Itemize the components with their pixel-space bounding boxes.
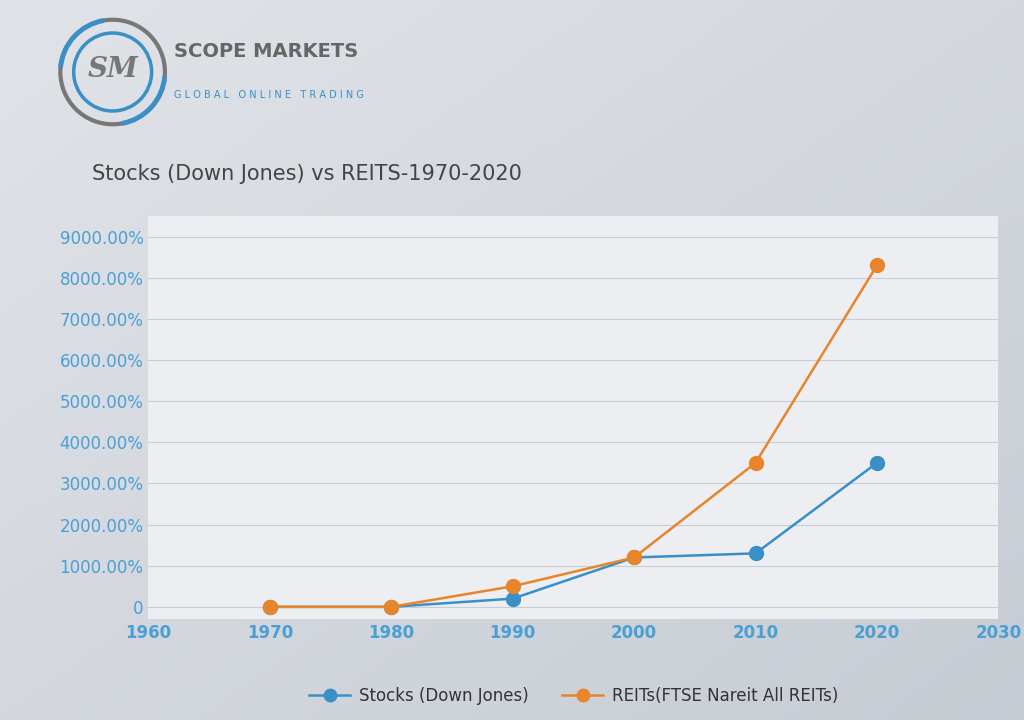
Stocks (Down Jones): [750, 549, 762, 558]
Stocks (Down Jones): [507, 594, 519, 603]
Text: G L O B A L   O N L I N E   T R A D I N G: G L O B A L O N L I N E T R A D I N G: [174, 90, 364, 100]
Stocks (Down Jones): [628, 553, 640, 562]
REITs(FTSE Nareit All REITs): [628, 553, 640, 562]
REITs(FTSE Nareit All REITs): [870, 261, 883, 270]
Legend: Stocks (Down Jones), REITs(FTSE Nareit All REITs): Stocks (Down Jones), REITs(FTSE Nareit A…: [302, 680, 845, 711]
REITs(FTSE Nareit All REITs): [507, 582, 519, 590]
Stocks (Down Jones): [385, 603, 397, 611]
Text: Stocks (Down Jones) vs REITS-1970-2020: Stocks (Down Jones) vs REITS-1970-2020: [92, 163, 522, 184]
REITs(FTSE Nareit All REITs): [385, 603, 397, 611]
REITs(FTSE Nareit All REITs): [750, 459, 762, 467]
Text: SM: SM: [87, 56, 138, 84]
REITs(FTSE Nareit All REITs): [264, 603, 276, 611]
Stocks (Down Jones): [870, 459, 883, 467]
Stocks (Down Jones): [264, 603, 276, 611]
Text: SCOPE MARKETS: SCOPE MARKETS: [174, 42, 358, 60]
Line: Stocks (Down Jones): Stocks (Down Jones): [263, 456, 884, 614]
Line: REITs(FTSE Nareit All REITs): REITs(FTSE Nareit All REITs): [263, 258, 884, 614]
